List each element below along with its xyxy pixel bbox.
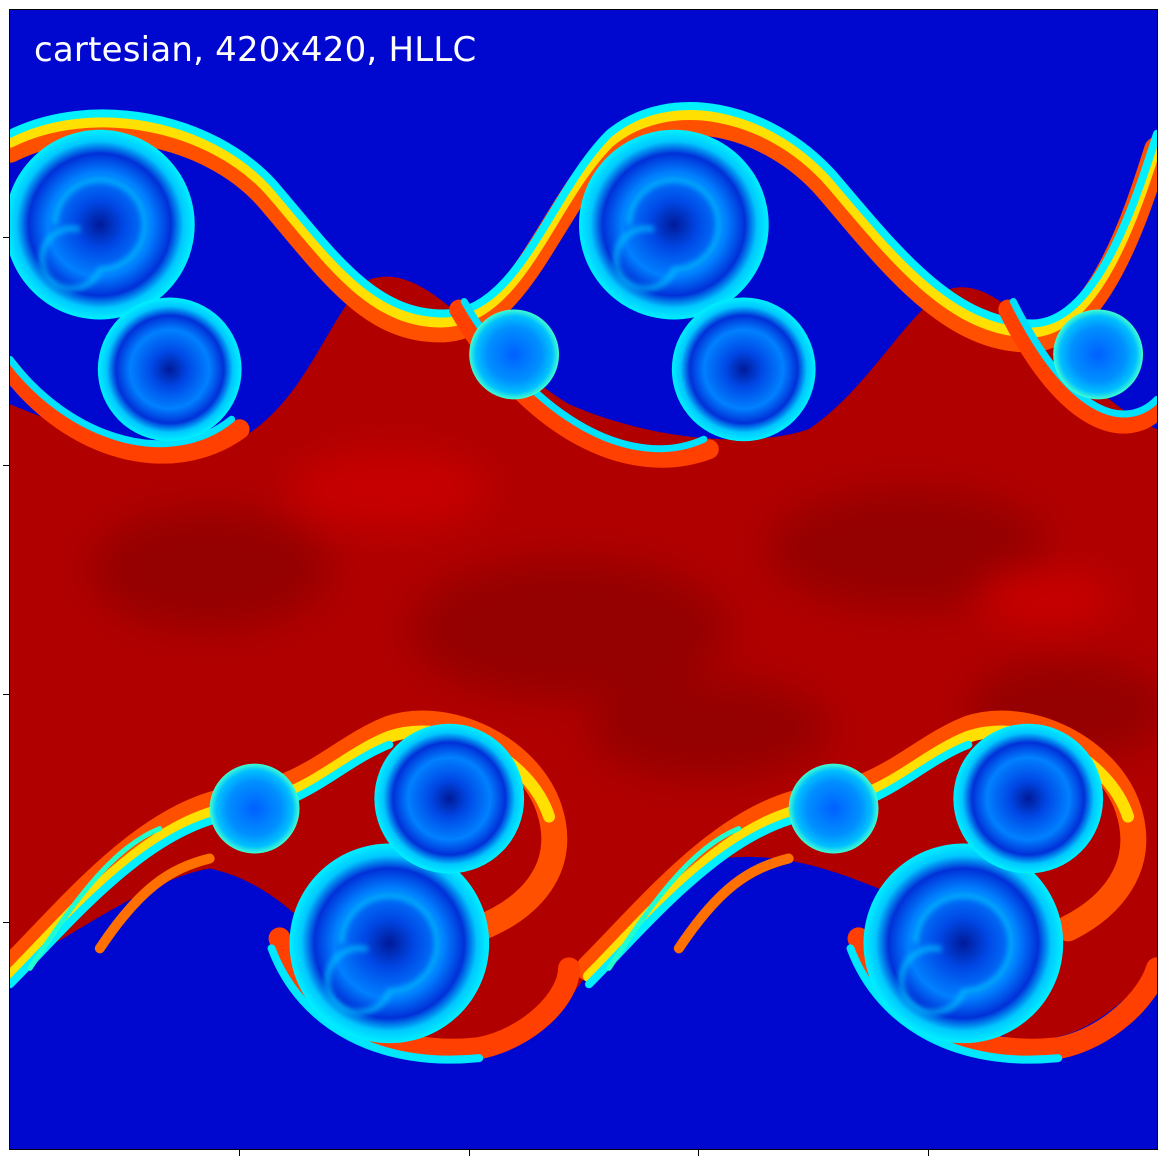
upper-interface-cyan xyxy=(10,102,1157,328)
density-field xyxy=(10,10,1157,1149)
y-tick xyxy=(3,465,9,466)
lower-vortex xyxy=(289,843,490,1044)
y-tick xyxy=(3,922,9,923)
x-tick xyxy=(928,1150,929,1156)
y-tick xyxy=(3,237,9,238)
lower-small-vortex xyxy=(209,763,300,854)
x-tick xyxy=(469,1150,470,1156)
band-shade xyxy=(588,678,829,779)
lower-vortex xyxy=(863,843,1064,1044)
x-tick xyxy=(698,1150,699,1156)
upper-small-vortex xyxy=(469,309,560,400)
band-shade xyxy=(409,559,729,699)
plot-area: cartesian, 420x420, HLLC xyxy=(9,9,1158,1150)
spiral-arm xyxy=(324,892,440,1015)
upper-secondary-vortex xyxy=(671,297,816,442)
x-tick xyxy=(239,1150,240,1156)
band-shade xyxy=(768,489,1049,609)
spiral-arm xyxy=(613,177,722,291)
upper-vortex xyxy=(10,129,195,320)
lower-secondary-vortex xyxy=(953,723,1104,874)
upper-small-vortex xyxy=(1053,309,1144,400)
band-shade xyxy=(89,509,330,629)
band-shade xyxy=(978,569,1119,629)
lower-interface-orange xyxy=(10,710,1147,982)
upper-vortex xyxy=(579,129,769,320)
lower-streak xyxy=(94,853,794,954)
upper-secondary-vortex xyxy=(97,297,242,442)
lower-small-vortex xyxy=(788,763,879,854)
spiral-arm xyxy=(39,177,148,291)
y-tick xyxy=(3,694,9,695)
panel-label: cartesian, 420x420, HLLC xyxy=(34,30,477,70)
band-shade xyxy=(289,449,490,530)
spiral-arm xyxy=(898,892,1014,1015)
lower-secondary-vortex xyxy=(374,723,525,874)
lower-streak-cyan xyxy=(27,826,742,971)
